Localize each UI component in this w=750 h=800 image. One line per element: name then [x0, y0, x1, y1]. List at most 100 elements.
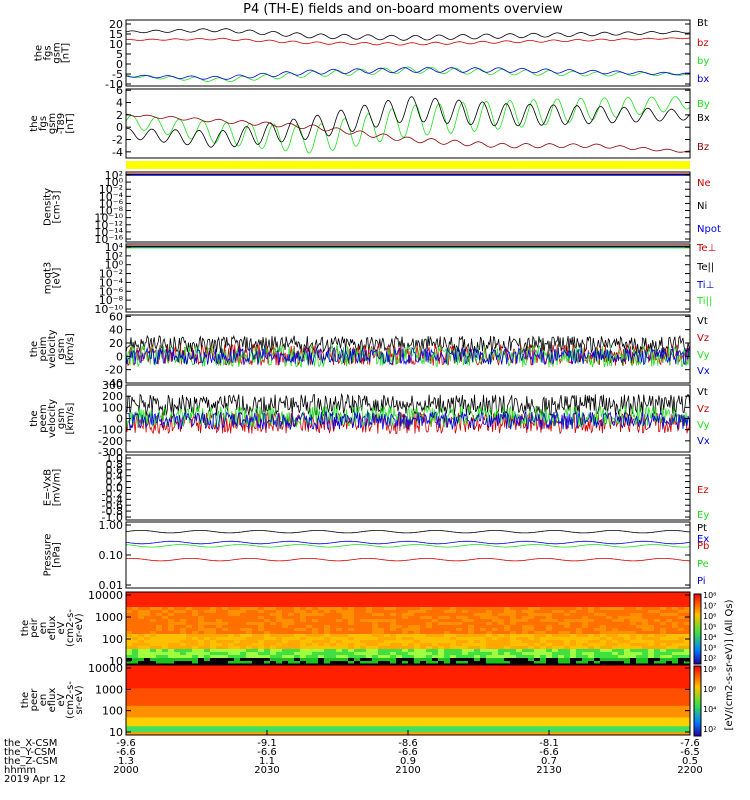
ytick-label: 0.01: [99, 579, 124, 592]
ytick-label: 300: [102, 379, 123, 392]
legend-Vy: Vy: [697, 350, 710, 361]
figure-title: P4 (TH-E) fields and on-board moments ov…: [243, 2, 563, 17]
colorbar-tick: 10⁶: [703, 685, 716, 694]
legend-Ez: Ez: [697, 485, 709, 496]
ytick-label: -300: [98, 446, 123, 459]
xaxis-value: 2130: [536, 765, 561, 776]
xaxis-row-label: the_X-CSM: [4, 738, 57, 749]
ytick-label: 0: [116, 58, 123, 71]
legend-By: By: [697, 99, 710, 110]
series-By: [125, 96, 691, 154]
colorbar-tick: 10⁴: [703, 705, 716, 714]
xaxis-date: 2019 Apr 12: [4, 774, 66, 785]
xaxis-value: 1.1: [259, 756, 275, 767]
ytick-label: 100: [102, 633, 123, 646]
series-Pi: [125, 540, 691, 545]
colorbar-tick: 10⁷: [703, 602, 716, 611]
xaxis-value: 2030: [254, 765, 279, 776]
ytick-label: 10⁻¹⁰: [94, 303, 123, 316]
ytick-label: 10⁻²: [99, 183, 123, 196]
frame-peir: [125, 591, 691, 665]
ytick-label: -1.0: [102, 511, 123, 524]
ytick-label: -20: [105, 364, 123, 377]
colorbar-label: [eV/(cm2-s-sr-eV)] (All Qs): [724, 599, 735, 730]
ytick-label: 10⁻⁴: [99, 276, 124, 289]
ytick-label: 10⁻¹⁴: [94, 226, 123, 239]
ytick-label: 0.2: [106, 476, 124, 489]
xaxis-value: -6.6: [116, 747, 136, 758]
ytick-label: 10⁻¹²: [94, 219, 123, 232]
colorbar-top: [693, 593, 702, 665]
ylabel-temp: moqt3[eV]: [43, 262, 63, 295]
ytick-label: -40: [105, 377, 123, 390]
ytick-label: 15: [109, 28, 123, 41]
colorbar-tick: 10⁸: [703, 665, 716, 674]
legend-Bt: Bt: [697, 18, 708, 29]
ytick-label: 10000: [88, 589, 123, 602]
panel-efield: E=-VxB[mV/m] 1.00.80.60.40.20.0-0.2-0.4-0…: [43, 452, 710, 545]
ytick-label: 10: [109, 38, 123, 51]
xaxis-value: 1.3: [118, 756, 134, 767]
xaxis-value: -8.6: [398, 738, 418, 749]
xaxis-value: -9.6: [116, 738, 136, 749]
ytick-label: 1.00: [99, 519, 124, 532]
xaxis-row-label: the_Y-CSM: [4, 747, 56, 758]
ylabel-fgs_dgsm: thefgsgsm-T89[nT]: [29, 113, 76, 135]
colorbar-tick: 10²: [703, 654, 716, 663]
plot-area-peir: [126, 592, 691, 665]
colorbar-tick: 10⁴: [703, 633, 716, 642]
ytick-label: 0.10: [99, 549, 124, 562]
legend-Vt: Vt: [697, 387, 708, 398]
legend-bz: bz: [697, 38, 709, 49]
plot-area-peem_vel: [125, 392, 691, 435]
plot-area-fgs: [125, 28, 691, 82]
ytick-label: 10: [109, 726, 123, 739]
ytick-label: 10⁻⁸: [99, 205, 124, 218]
xaxis-value: -9.1: [257, 738, 277, 749]
ytick-label: 0: [116, 350, 123, 363]
colorbar-tick: 10⁶: [703, 612, 716, 621]
frame-efield: [125, 454, 691, 521]
ytick-label: -0.4: [102, 493, 123, 506]
plot-area-temp: [126, 245, 690, 249]
ytick-label: 10⁻¹⁶: [94, 233, 123, 246]
ytick-label: 10⁻⁶: [99, 285, 124, 298]
legend-Ey: Ey: [697, 510, 709, 521]
ytick-label: 10⁴: [105, 241, 124, 254]
frame-pressure: [125, 521, 691, 589]
ytick-label: -4: [112, 146, 123, 159]
ytick-label: 4: [116, 97, 123, 110]
ytick-label: 10⁰: [105, 176, 124, 189]
panel-peer: thepeerenefluxeV(cm2-s-sr-eV)10000 1000 10…: [20, 662, 691, 739]
xaxis-value: 2200: [677, 765, 702, 776]
ytick-label: 5: [116, 48, 123, 61]
colorbar-tick: 10⁸: [703, 591, 716, 600]
plot-area-fgs_dgsm: [125, 96, 691, 154]
ytick-label: 1.0: [106, 452, 124, 465]
ytick-label: -0.8: [102, 505, 123, 518]
series-Vt: [125, 392, 691, 417]
ytick-label: -2: [112, 134, 123, 147]
ytick-label: -10: [105, 78, 123, 91]
ytick-label: 10⁻⁶: [99, 197, 124, 210]
panel-peir: thepeirenefluxeV(cm2-s-sr-eV)10000 1000 10…: [20, 589, 691, 668]
xaxis-value: -7.6: [680, 738, 700, 749]
series-Vy: [125, 404, 691, 429]
series-Pe: [126, 544, 691, 548]
colorbar-tick: 10²: [703, 725, 716, 734]
ytick-label: 100: [102, 705, 123, 718]
ylabel-peir: thepeirenefluxeV(cm2-s-sr-eV): [20, 609, 85, 647]
legend-Vz: Vz: [697, 333, 709, 344]
ylabel-peer: thepeerenefluxeV(cm2-s-sr-eV): [20, 681, 85, 719]
xaxis-value: -6.6: [257, 747, 277, 758]
ylabel-peem_vel: thepeemvelocitygsm[km/s]: [29, 399, 76, 438]
ytick-label: -0.6: [102, 499, 123, 512]
legend-Vx: Vx: [697, 366, 710, 377]
panel-pressure: Pressure[nPa] 1.00 0.10 0.01 Pt Pb Pe Pi: [43, 519, 710, 592]
ytick-label: 20: [109, 18, 123, 31]
ytick-label: 0: [116, 413, 123, 426]
ylabel-efield: E=-VxB[mV/m]: [43, 469, 63, 507]
ytick-label: 20: [109, 337, 123, 350]
